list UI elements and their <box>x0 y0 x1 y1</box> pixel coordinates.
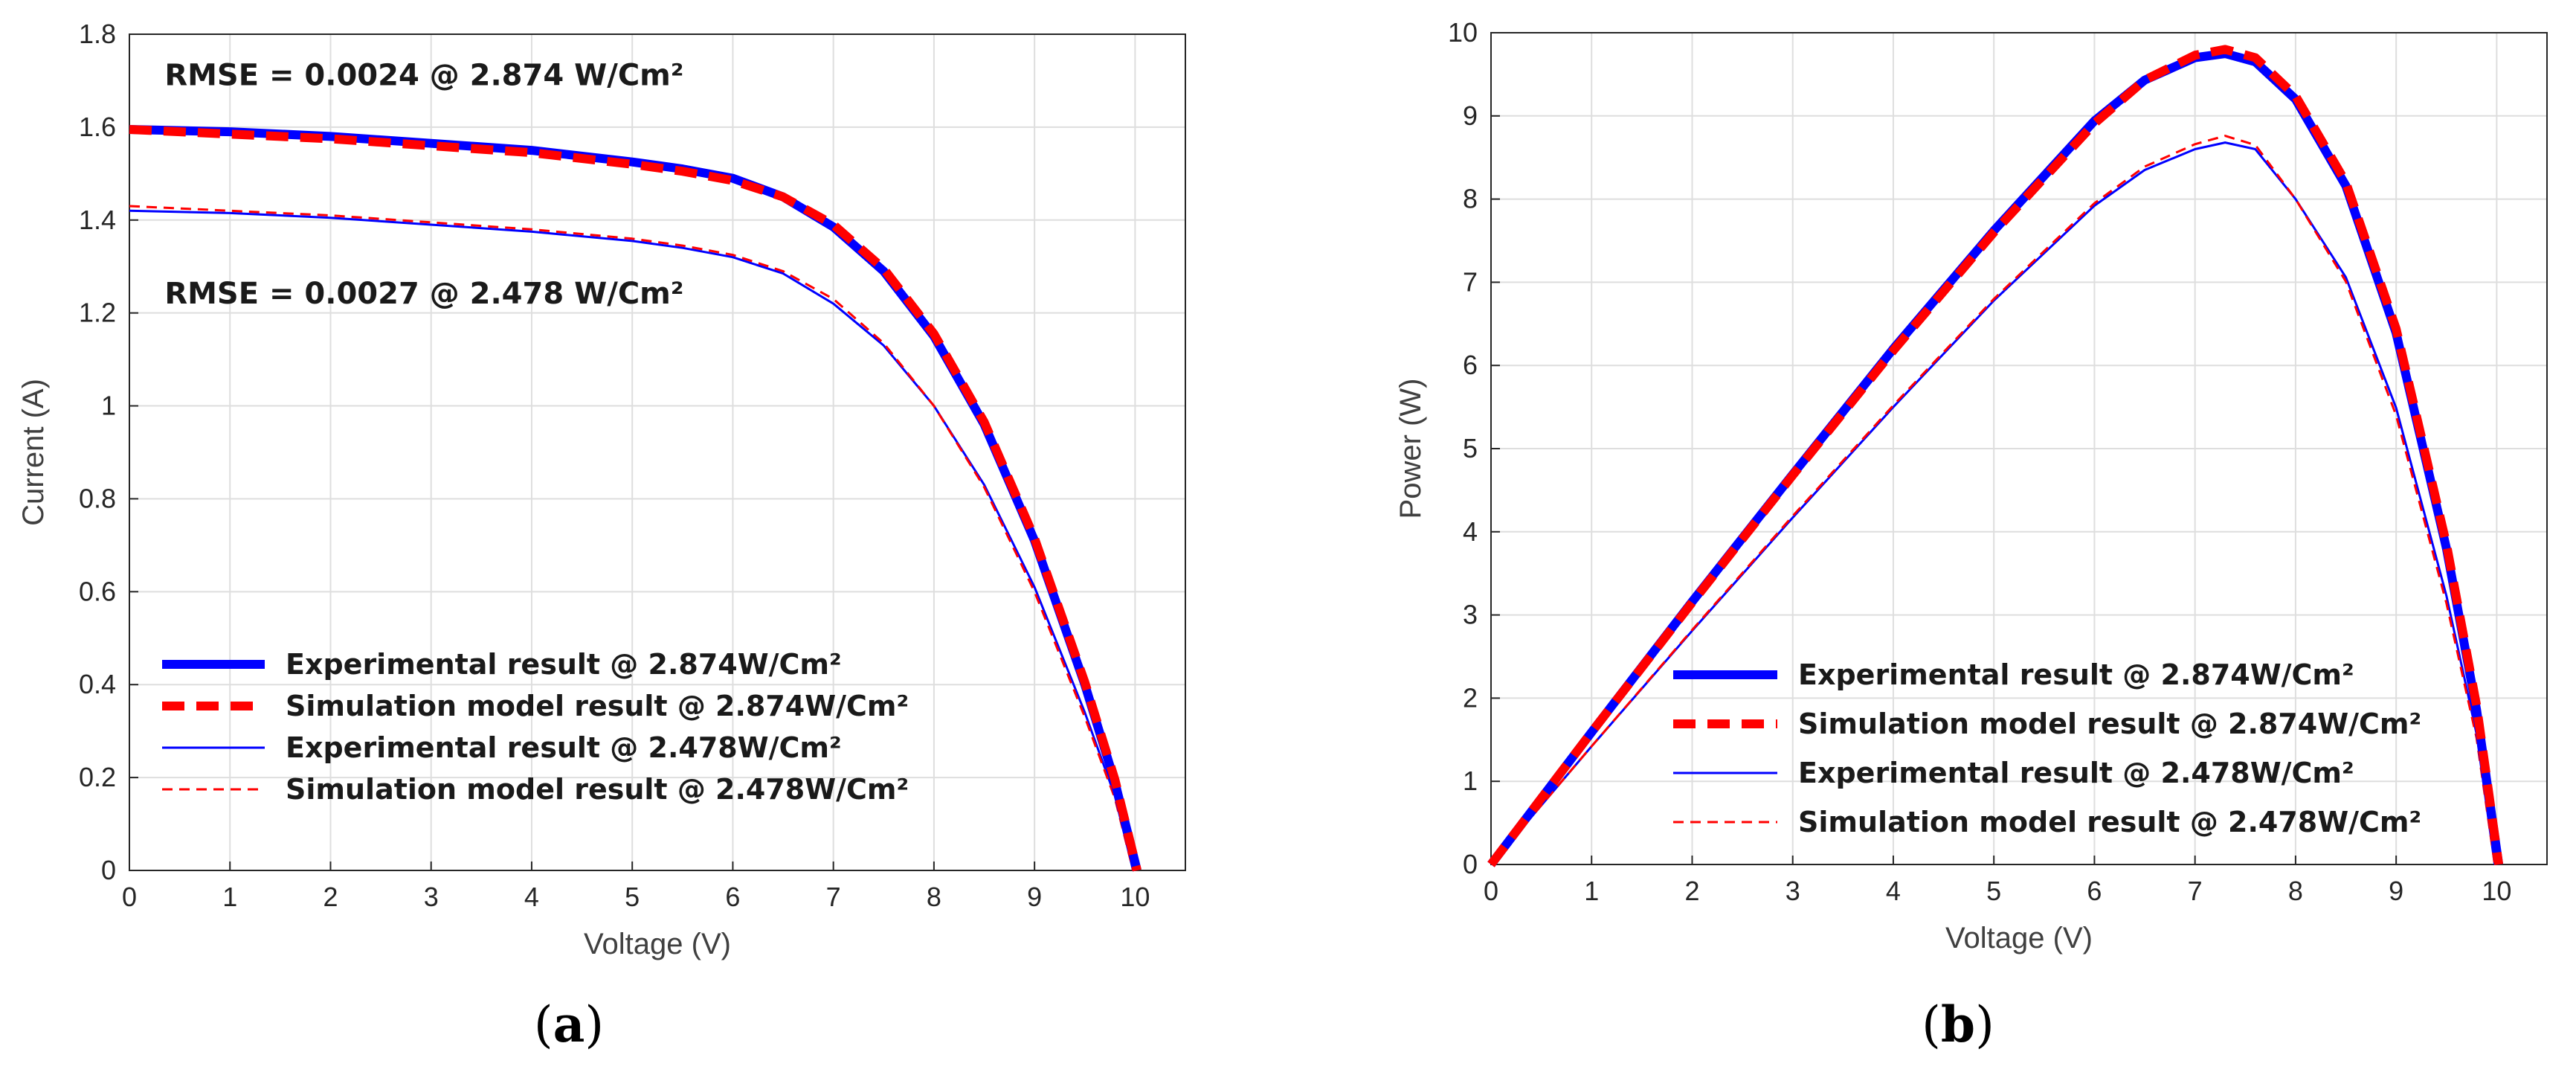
y-tick-label: 10 <box>1448 17 1478 48</box>
legend-label: Simulation model result @ 2.478W/Cm² <box>1798 806 2421 838</box>
y-axis-label: Current (A) <box>17 379 50 526</box>
caption-close-paren: ) <box>585 996 604 1053</box>
simulation-thick-series-line <box>1487 45 2504 867</box>
y-tick-label: 9 <box>1463 100 1478 131</box>
y-tick-label: 2 <box>1463 682 1478 713</box>
x-tick-label: 9 <box>2389 876 2403 906</box>
y-tick-label: 1.2 <box>79 298 116 328</box>
y-tick-label: 0.4 <box>79 669 116 699</box>
panel-caption: (a) <box>534 995 604 1053</box>
x-tick-label: 7 <box>2188 876 2203 906</box>
x-tick-label: 6 <box>725 882 740 912</box>
x-tick-label: 10 <box>1120 882 1150 912</box>
chart-a-current-vs-voltage: 0 1 2 3 4 5 6 7 8 9 10 0 0.2 0.4 0.6 0.8 1 1.2 1.4 1.6 1.8 Vo… <box>17 19 1186 1053</box>
y-tick-label: 0 <box>1463 849 1478 879</box>
y-tick-label: 3 <box>1463 600 1478 630</box>
y-tick-label: 4 <box>1463 516 1478 547</box>
legend-label: Experimental result @ 2.478W/Cm² <box>286 731 842 764</box>
x-tick-label: 6 <box>2087 876 2102 906</box>
x-tick-label: 1 <box>222 882 237 912</box>
x-tick-label: 2 <box>1684 876 1699 906</box>
simulation-thin-series-line <box>1490 135 2496 865</box>
x-tick-label: 9 <box>1027 882 1042 912</box>
y-tick-label: 5 <box>1463 433 1478 463</box>
y-axis-label: Power (W) <box>1394 379 1427 519</box>
x-tick-label: 3 <box>1786 876 1800 906</box>
y-tick-label: 1.8 <box>79 19 116 49</box>
x-tick-label: 1 <box>1584 876 1599 906</box>
x-tick-label: 8 <box>927 882 941 912</box>
y-tick-label: 0 <box>101 855 116 885</box>
plot-area <box>129 34 1185 870</box>
y-tick-label: 7 <box>1463 266 1478 297</box>
legend-label: Simulation model result @ 2.874W/Cm² <box>1798 708 2421 740</box>
simulation-thin-series-line <box>129 205 1135 871</box>
y-tick-label: 0.8 <box>79 483 116 513</box>
legend-label: Experimental result @ 2.874W/Cm² <box>286 648 842 681</box>
x-tick-label: 10 <box>2482 876 2511 906</box>
x-tick-label: 0 <box>1484 876 1498 906</box>
x-tick-label: 4 <box>1886 876 1901 906</box>
rmse-annotation: RMSE = 0.0027 @ 2.478 W/Cm² <box>164 277 683 311</box>
caption-open-paren: ( <box>534 996 553 1053</box>
legend: Experimental result @ 2.874W/Cm² Simulati… <box>1673 658 2421 838</box>
y-tick-label: 1.6 <box>79 112 116 142</box>
x-axis-label: Voltage (V) <box>1945 922 2093 955</box>
x-tick-label: 3 <box>424 882 439 912</box>
rmse-annotation: RMSE = 0.0024 @ 2.874 W/Cm² <box>164 59 683 93</box>
caption-letter: b <box>1941 995 1975 1053</box>
y-tick-label: 1 <box>1463 766 1478 796</box>
x-tick-label: 8 <box>2288 876 2303 906</box>
x-axis-label: Voltage (V) <box>584 928 731 960</box>
x-tick-label: 4 <box>524 882 539 912</box>
caption-open-paren: ( <box>1922 996 1941 1053</box>
x-tick-label: 0 <box>122 882 137 912</box>
y-tick-label: 6 <box>1463 350 1478 380</box>
y-tick-label: 1.4 <box>79 205 116 235</box>
legend-label: Simulation model result @ 2.874W/Cm² <box>286 690 909 722</box>
legend-label: Experimental result @ 2.478W/Cm² <box>1798 757 2354 789</box>
chart-b-power-vs-voltage: 0 1 2 3 4 5 6 7 8 9 10 0 1 2 3 4 5 6 7 8 9 10 Voltage (V) Power… <box>1394 17 2548 1053</box>
experimental-thin-series-line <box>129 209 1135 871</box>
caption-close-paren: ) <box>1975 996 1994 1053</box>
y-tick-label: 1 <box>101 391 116 421</box>
x-tick-label: 5 <box>625 882 640 912</box>
legend: Experimental result @ 2.874W/Cm² Simulati… <box>162 648 909 806</box>
axes-box <box>129 33 1186 871</box>
panel-caption: (b) <box>1922 995 1994 1053</box>
legend-label: Simulation model result @ 2.478W/Cm² <box>286 773 909 806</box>
caption-letter: a <box>553 995 585 1053</box>
y-tick-label: 0.2 <box>79 762 116 792</box>
x-tick-label: 7 <box>826 882 841 912</box>
experimental-thin-series-line <box>1490 141 2496 865</box>
x-tick-label: 5 <box>1986 876 2001 906</box>
legend-label: Experimental result @ 2.874W/Cm² <box>1798 658 2354 691</box>
y-tick-label: 0.6 <box>79 576 116 606</box>
simulation-thick-series-line <box>129 125 1142 872</box>
y-tick-label: 8 <box>1463 184 1478 214</box>
x-tick-label: 2 <box>323 882 338 912</box>
